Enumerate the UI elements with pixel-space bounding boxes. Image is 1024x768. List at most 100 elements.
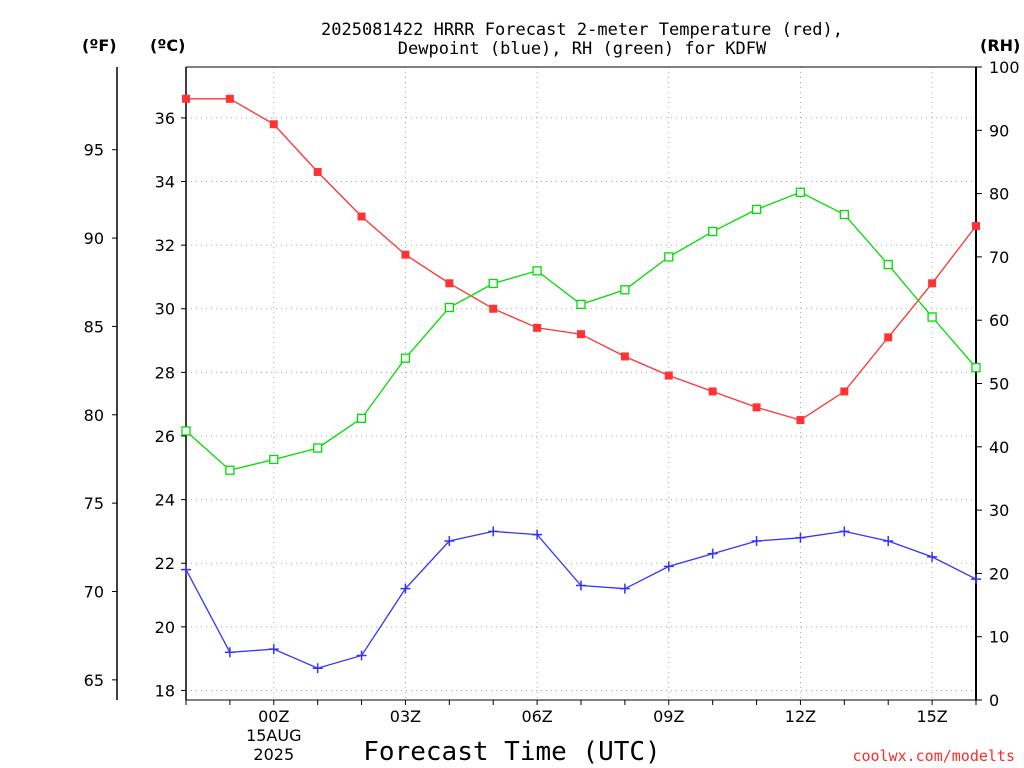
rh-point <box>795 187 806 197</box>
c-tick-label: 22 <box>155 554 175 573</box>
rh-point <box>269 454 279 465</box>
c-tick-label: 28 <box>155 363 175 382</box>
temperature-point <box>445 279 454 288</box>
dewpoint-point <box>224 647 235 658</box>
rh-tick-label: 70 <box>989 248 1009 267</box>
chart-title-line1: 2025081422 HRRR Forecast 2-meter Tempera… <box>321 20 843 40</box>
rh-point <box>927 312 937 322</box>
temperature-point <box>664 371 673 380</box>
rh-tick-label: 60 <box>989 311 1009 330</box>
dewpoint-line <box>185 530 977 669</box>
temperature-point <box>269 120 278 129</box>
dewpoint-point <box>356 650 367 661</box>
rh-tick-label: 80 <box>989 185 1009 204</box>
x-tick-label: 00Z <box>258 707 289 726</box>
temperature-point <box>577 330 585 339</box>
dewpoint-point <box>488 526 499 537</box>
dewpoint-point <box>312 663 323 674</box>
temperature-point <box>620 352 629 361</box>
x-tick-label: 06Z <box>521 707 552 726</box>
rh-point <box>971 363 981 373</box>
axes: 65 70 75 80 85 90 95 18 20 22 24 26 28 30 32 34 36 0 10 20 3… <box>84 58 1020 764</box>
chart-title-line2: Dewpoint (blue), RH (green) for KDFW <box>398 39 767 59</box>
x-tick-label: 09Z <box>653 707 684 726</box>
rh-point <box>664 252 674 262</box>
f-tick-label: 95 <box>84 141 104 160</box>
temperature-point <box>928 279 937 288</box>
rh-tick-label: 30 <box>989 501 1009 520</box>
c-tick-label: 24 <box>155 491 175 510</box>
f-tick-label: 70 <box>84 582 104 601</box>
x-tick-label: 03Z <box>390 707 421 726</box>
temperature-point <box>752 403 761 412</box>
c-tick-label: 30 <box>155 300 175 319</box>
temperature-point <box>489 304 498 313</box>
rh-point <box>708 226 718 237</box>
f-tick-label: 90 <box>84 229 104 248</box>
dewpoint-point <box>839 526 850 537</box>
dewpoint-point <box>751 535 762 546</box>
rh-point <box>313 443 323 453</box>
f-tick-label: 75 <box>84 494 104 513</box>
temperature-point <box>401 250 410 259</box>
c-tick-label: 18 <box>155 681 175 700</box>
temperature-point <box>357 212 366 221</box>
rh-point <box>883 259 893 270</box>
rh-point <box>488 278 498 289</box>
rh-tick-label: 100 <box>989 58 1020 77</box>
rh-tick-label: 20 <box>989 564 1009 583</box>
dewpoint-point <box>663 561 674 572</box>
temperature-point <box>884 333 893 342</box>
temperature-point <box>972 222 980 231</box>
f-tick-label: 65 <box>84 671 104 690</box>
dewpoint-point <box>532 529 543 540</box>
rh-point <box>839 209 849 220</box>
f-tick-label: 80 <box>84 406 104 425</box>
rh-point <box>532 266 542 276</box>
c-tick-label: 32 <box>155 236 175 255</box>
dewpoint-point <box>444 535 455 546</box>
temperature-point <box>796 416 805 425</box>
c-tick-label: 36 <box>155 109 175 128</box>
celsius-unit-label: (ºC) <box>150 36 185 55</box>
temperature-point <box>708 387 717 396</box>
c-tick-label: 20 <box>155 618 175 637</box>
rh-tick-label: 10 <box>989 628 1009 647</box>
dewpoint-point <box>400 583 411 594</box>
rh-tick-label: 40 <box>989 438 1009 457</box>
rh-point <box>444 302 454 313</box>
rh-point <box>181 426 191 436</box>
temperature-point <box>182 94 190 103</box>
temperature-point <box>225 94 234 103</box>
temperature-point <box>533 323 542 332</box>
rh-point <box>576 299 586 310</box>
f-tick-label: 85 <box>84 317 104 336</box>
rh-point <box>751 204 762 215</box>
dewpoint-point <box>883 535 894 546</box>
rh-unit-label: (RH) <box>980 36 1020 55</box>
dewpoint-point <box>619 583 630 594</box>
x-tick-label: 12Z <box>785 707 816 726</box>
rh-point <box>400 353 411 363</box>
credit-text: coolwx.com/modelts <box>852 747 1015 765</box>
rh-point <box>225 465 235 475</box>
series <box>181 94 981 674</box>
x-date-label: 15AUG <box>246 726 301 745</box>
rh-tick-label: 90 <box>989 121 1009 140</box>
rh-tick-label: 50 <box>989 375 1009 394</box>
fahrenheit-unit-label: (ºF) <box>82 36 117 55</box>
grid-lines <box>186 67 976 700</box>
dewpoint-point <box>181 564 191 575</box>
dewpoint-point <box>268 644 279 655</box>
rh-point <box>356 413 367 423</box>
x-year-label: 2025 <box>253 745 294 764</box>
dewpoint-point <box>971 574 981 585</box>
dewpoint-point <box>707 548 718 559</box>
rh-point <box>620 285 630 295</box>
temperature-point <box>840 387 849 396</box>
c-tick-label: 34 <box>155 173 175 192</box>
dewpoint-point <box>927 551 938 562</box>
x-tick-label: 15Z <box>916 707 947 726</box>
rh-tick-label: 0 <box>989 691 999 710</box>
